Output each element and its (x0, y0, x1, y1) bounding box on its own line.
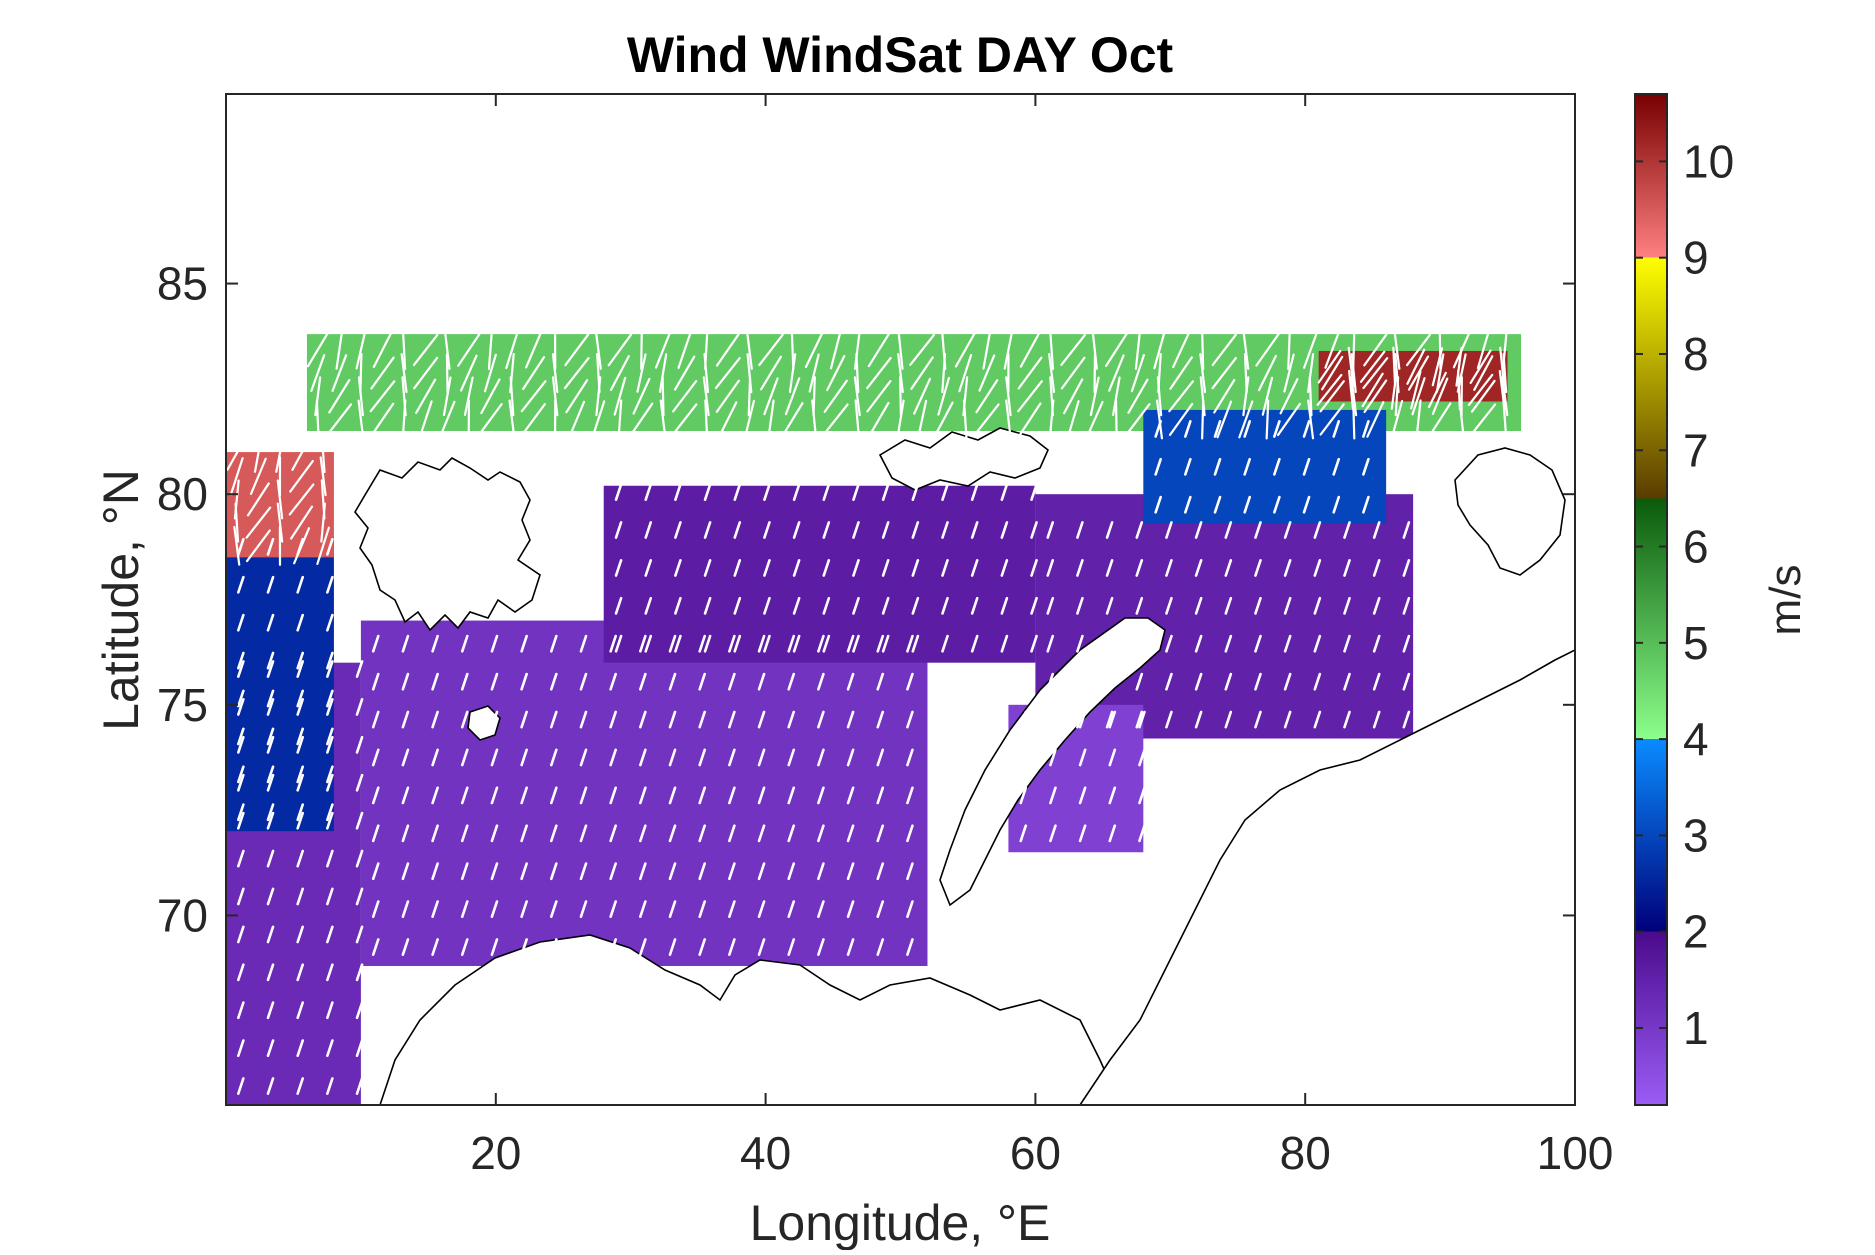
colorbar-tick-label: 1 (1683, 1002, 1709, 1054)
colorbar-tick-label: 7 (1683, 424, 1709, 476)
y-tick-label: 70 (157, 889, 208, 941)
colorbar-tick-label: 3 (1683, 809, 1709, 861)
wind-arrow (641, 331, 642, 369)
colorbar-tick-label: 5 (1683, 617, 1709, 669)
x-tick-label: 60 (1010, 1127, 1061, 1179)
y-tick-label: 75 (157, 679, 208, 731)
colorbar-tick-label: 10 (1683, 135, 1734, 187)
x-tick-label: 20 (470, 1127, 521, 1179)
wind-arrow (1353, 331, 1354, 369)
wind-arrow (792, 331, 793, 369)
wind-arrow (1267, 400, 1269, 438)
wind-arrow (663, 377, 664, 415)
colorbar-tick-label: 2 (1683, 906, 1709, 958)
speed-region-7 (1143, 410, 1386, 524)
x-tick-label: 40 (740, 1127, 791, 1179)
wind-arrow (814, 377, 815, 415)
wind-arrow (1288, 331, 1290, 369)
colorbar-tick-label: 6 (1683, 521, 1709, 573)
chart-title: Wind WindSat DAY Oct (627, 27, 1174, 83)
wind-arrow (360, 354, 361, 392)
wind-arrow (1116, 400, 1117, 438)
colorbar-tick-label: 9 (1683, 232, 1709, 284)
speed-region-3 (604, 486, 1036, 663)
x-tick-label: 100 (1537, 1127, 1614, 1179)
wind-arrow (1202, 331, 1203, 369)
x-tick-label: 80 (1280, 1127, 1331, 1179)
colorbar-tick-label: 8 (1683, 328, 1709, 380)
colorbar: 1 2 3 4 5 6 7 8 9 10 m/s (1635, 94, 1810, 1105)
plot-area (226, 94, 1575, 1105)
colorbar-tick-label: 4 (1683, 713, 1709, 765)
wind-arrow (1440, 331, 1441, 369)
colorbar-label: m/s (1761, 565, 1810, 636)
y-axis-label: Latitude, °N (93, 469, 149, 731)
x-axis-label: Longitude, °E (750, 1195, 1051, 1250)
colorbar-gradient (1635, 94, 1667, 1105)
y-tick-label: 80 (157, 468, 208, 520)
y-tick-label: 85 (157, 258, 208, 310)
